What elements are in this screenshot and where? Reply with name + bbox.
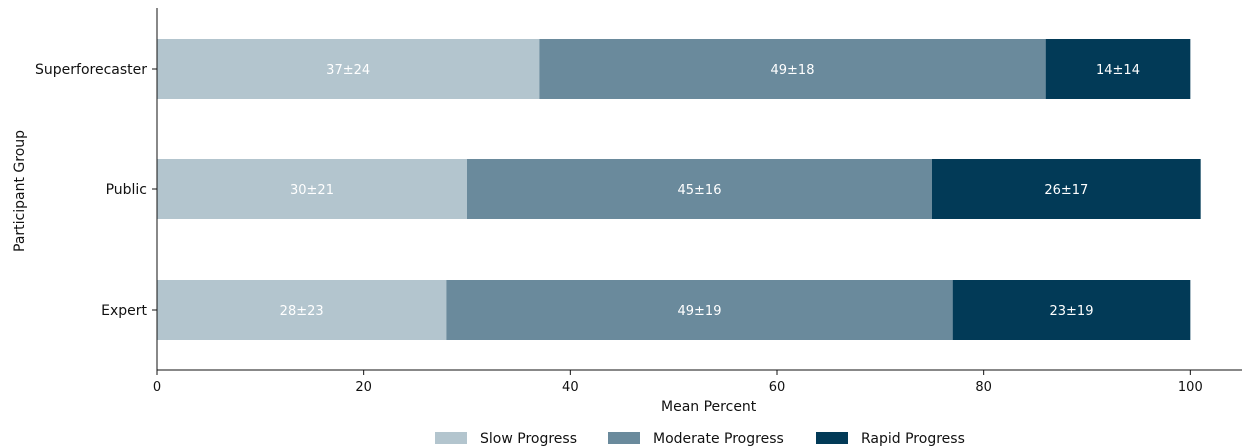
bar-moderate-progress-expert [446, 280, 953, 340]
x-tick-label: 40 [562, 380, 579, 395]
x-tick-label: 20 [355, 380, 372, 395]
bar-value-label: 30±21 [290, 183, 334, 198]
category-labels-group: Superforecaster Public Expert [35, 62, 157, 319]
bar-rapid-progress-expert [952, 280, 1191, 340]
legend-swatch-rapid-progress [816, 432, 848, 444]
legend-swatch-slow-progress [435, 432, 467, 444]
y-tick-label-expert: Expert [101, 303, 147, 319]
bar-moderate-progress-superforecaster [539, 39, 1046, 99]
bar-labels-group: 37±24 49±18 14±14 30±21 45±16 26±17 28±23 49±19… [280, 63, 1140, 319]
bar-slow-progress-public [157, 159, 467, 219]
bar-value-label: 45±16 [678, 183, 722, 198]
legend-label-moderate-progress: Moderate Progress [653, 431, 784, 447]
bar-moderate-progress-public [467, 159, 932, 219]
bars-group [157, 39, 1201, 340]
bar-slow-progress-superforecaster [157, 39, 540, 99]
bar-value-label: 49±19 [678, 304, 722, 319]
y-axis-title: Participant Group [12, 130, 28, 252]
bar-value-label: 37±24 [326, 63, 370, 78]
bar-value-label: 49±18 [771, 63, 815, 78]
x-tick-label: 80 [975, 380, 992, 395]
bar-value-label: 14±14 [1096, 63, 1140, 78]
bar-rapid-progress-public [932, 159, 1201, 219]
legend-label-rapid-progress: Rapid Progress [861, 431, 965, 447]
x-ticks-group: 0 20 40 60 80 100 [153, 370, 1203, 395]
y-tick-label-public: Public [106, 182, 147, 198]
bar-value-label: 23±19 [1050, 304, 1094, 319]
x-tick-label: 60 [769, 380, 786, 395]
x-tick-label: 0 [153, 380, 161, 395]
bar-value-label: 26±17 [1044, 183, 1088, 198]
legend: Slow Progress Moderate Progress Rapid Prog… [435, 431, 965, 447]
bar-rapid-progress-superforecaster [1045, 39, 1191, 99]
bar-value-label: 28±23 [280, 304, 324, 319]
legend-swatch-moderate-progress [608, 432, 640, 444]
x-tick-label: 100 [1178, 380, 1203, 395]
x-axis-title: Mean Percent [661, 399, 757, 415]
legend-label-slow-progress: Slow Progress [480, 431, 577, 447]
bar-slow-progress-expert [157, 280, 447, 340]
y-tick-label-superforecaster: Superforecaster [35, 62, 147, 78]
